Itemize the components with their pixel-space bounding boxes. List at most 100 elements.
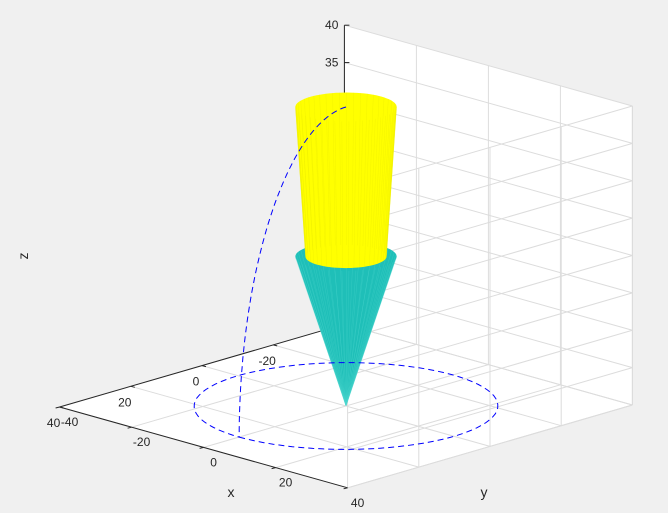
x-tick-mark xyxy=(201,365,207,368)
cone-mesh-line xyxy=(345,256,397,407)
cone-mesh-line xyxy=(319,244,347,407)
cone-mesh-line xyxy=(345,252,395,407)
frustum-surface xyxy=(295,107,397,257)
y-tick-mark xyxy=(127,426,132,429)
frustum-mesh-line xyxy=(373,117,381,265)
y-tick-mark xyxy=(343,487,348,490)
frustum-mesh-line xyxy=(367,94,374,247)
x-tick-label: -20 xyxy=(259,354,277,368)
wall-gridline-horizontal xyxy=(344,174,633,256)
frustum-mesh-line xyxy=(298,112,309,261)
cone-mesh-line xyxy=(345,245,380,407)
frustum-mesh-line xyxy=(339,92,342,246)
frustum-mesh-line xyxy=(341,121,343,269)
floor-gridline-y xyxy=(275,384,561,469)
wall-gridline-horizontal xyxy=(347,292,633,377)
wall-gridline-horizontal xyxy=(344,24,633,107)
frustum-bottom-ring xyxy=(305,244,387,269)
cone-surface xyxy=(295,256,397,406)
x-tick-label: 20 xyxy=(118,395,132,409)
cone-mesh-line xyxy=(345,254,397,407)
wall-gridline-horizontal xyxy=(347,180,633,265)
cone-mesh-line xyxy=(296,259,347,407)
frustum-mesh-line xyxy=(357,93,361,246)
cone-mesh-line xyxy=(301,263,347,407)
x-tick-mark xyxy=(59,406,64,409)
y-tick-label: 20 xyxy=(279,476,293,490)
frustum-mesh-line xyxy=(382,100,392,252)
frustum-mesh-line xyxy=(383,112,393,261)
cone-mesh-line xyxy=(345,266,381,407)
wall-gridline-horizontal xyxy=(344,323,633,406)
wall-gridline-horizontal xyxy=(344,211,633,294)
wall-gridline-horizontal xyxy=(344,62,633,144)
cone-mesh-line xyxy=(345,250,392,407)
frustum-mesh-line xyxy=(376,97,385,249)
frustum-mesh-line xyxy=(313,95,321,248)
wall-gridline-horizontal xyxy=(347,217,633,302)
x-tick-mark xyxy=(130,385,135,388)
frustum-mesh-line xyxy=(332,93,336,246)
frustum-mesh-line xyxy=(369,118,376,266)
wall-gridline-horizontal xyxy=(344,286,633,369)
wall-gridline-horizontal xyxy=(347,105,633,190)
cone-mesh-line xyxy=(345,270,357,407)
frustum-mesh-line xyxy=(308,97,317,249)
y-axis-label: y xyxy=(481,484,488,500)
cone-mesh-line xyxy=(321,269,347,407)
cone-mesh-line xyxy=(305,265,347,407)
cone-mesh-line xyxy=(345,265,386,407)
cone-mesh-line xyxy=(345,270,350,407)
frustum-mesh-line xyxy=(359,120,363,268)
frustum-mesh-line xyxy=(385,104,397,255)
y-tick-label: 40 xyxy=(351,496,365,510)
y-tick-mark xyxy=(55,406,60,409)
frustum-mesh-line xyxy=(386,106,397,257)
frustum-mesh-line xyxy=(377,115,386,264)
cone-mesh-line xyxy=(345,242,347,407)
frustum-mesh-line xyxy=(325,93,331,246)
frustum-mesh-line xyxy=(310,117,318,265)
frustum-mesh-line xyxy=(300,100,311,252)
z-tick-label: 35 xyxy=(325,56,339,70)
cone-mesh-line xyxy=(332,242,347,407)
cone-mesh-line xyxy=(304,248,347,407)
x-tick-label: 0 xyxy=(193,375,200,389)
wall-gridline-horizontal xyxy=(347,255,633,339)
frustum-mesh-line xyxy=(372,95,380,248)
cone-mesh-line xyxy=(345,242,361,407)
frustum-mesh-line xyxy=(315,118,323,266)
cone-mesh-line xyxy=(339,242,347,407)
frustum-mesh-line xyxy=(348,121,350,269)
y-tick-label: -20 xyxy=(133,435,151,449)
wall-gridline-horizontal xyxy=(347,142,633,227)
frustum-mesh-line xyxy=(351,92,354,246)
wall-gridline-horizontal xyxy=(347,404,633,489)
frustum-mesh-line xyxy=(380,114,390,263)
frustum-mesh-line xyxy=(384,102,395,253)
frustum-mesh-line xyxy=(327,120,332,268)
frustum-mesh-line xyxy=(364,119,370,267)
frustum-mesh-line xyxy=(362,93,368,246)
frustum-mesh-line xyxy=(379,98,389,251)
wall-gridline-horizontal xyxy=(347,367,633,451)
y-tick-mark xyxy=(199,446,204,449)
frustum-mesh-line xyxy=(304,98,313,250)
cone-mesh-line xyxy=(298,261,347,407)
frustum-mesh-line xyxy=(321,119,327,267)
frustum-mesh-line xyxy=(319,94,326,247)
x-tick-mark xyxy=(273,344,278,347)
frustum-mesh-line xyxy=(295,108,306,258)
wall-gridline-horizontal xyxy=(347,329,633,414)
cone-mesh-line xyxy=(345,248,389,407)
cone-mesh-line xyxy=(315,268,347,407)
cone-mesh-line xyxy=(345,246,385,407)
floor-gridline-y xyxy=(131,343,417,428)
y-tick-mark xyxy=(271,467,276,470)
dashed-arc xyxy=(238,106,347,438)
y-tick-label: 0 xyxy=(210,455,217,469)
frustum-mesh-line xyxy=(384,110,396,260)
y-tick-label: -40 xyxy=(61,415,79,429)
